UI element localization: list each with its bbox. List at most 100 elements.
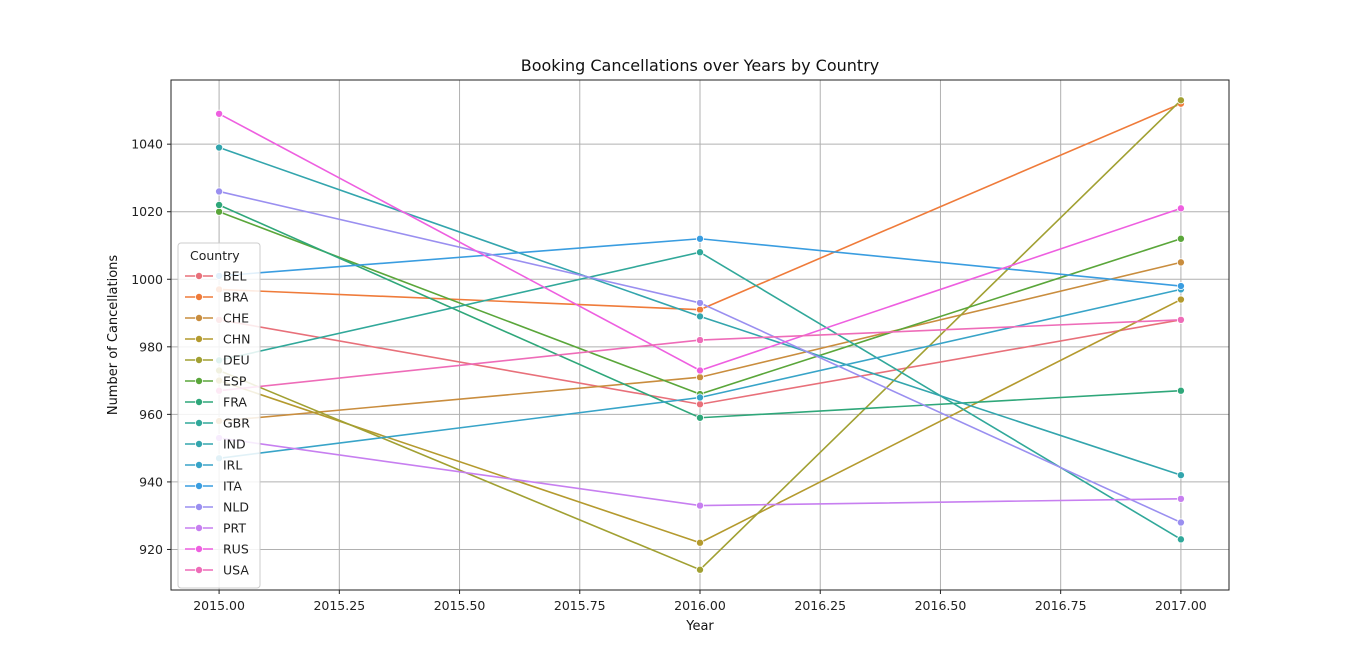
legend-label: RUS [223,542,249,557]
y-tick-label: 1020 [131,204,163,219]
legend-marker-swatch [194,271,203,280]
legend-label: NLD [223,500,249,515]
legend-item-ind: IND [185,437,246,452]
series-rus [215,109,1185,375]
data-point-esp [1176,234,1185,243]
series-nld [215,187,1185,527]
legend-item-deu: DEU [185,353,250,368]
legend-item-bra: BRA [185,290,249,305]
legend-item-nld: NLD [185,500,249,515]
data-point-rus [1176,204,1185,213]
legend-marker-swatch [194,397,203,406]
data-point-usa [1176,315,1185,324]
legend-title: Country [190,248,240,263]
x-tick-label: 2015.00 [193,598,245,613]
data-point-bel [696,400,705,409]
data-point-rus [696,366,705,375]
y-tick-label: 1040 [131,137,163,152]
legend-label: BRA [223,290,249,305]
data-point-nld [1176,518,1185,527]
legend-label: CHE [223,311,249,326]
data-point-usa [696,336,705,345]
legend-label: BEL [223,269,246,284]
data-point-fra [1176,386,1185,395]
y-axis-ticks: 920 940 960 980 1000 1020 1040 [131,137,171,557]
legend-item-bel: BEL [185,269,246,284]
legend-item-esp: ESP [185,374,247,389]
data-point-nld [696,298,705,307]
x-tick-label: 2016.50 [915,598,967,613]
legend-marker-swatch [194,545,203,554]
y-tick-label: 960 [139,407,163,422]
x-tick-label: 2016.25 [794,598,846,613]
data-point-nld [215,187,224,196]
legend-item-rus: RUS [185,542,249,557]
data-point-gbr [1176,535,1185,544]
legend-label: IRL [223,458,242,473]
data-point-ita [1176,282,1185,291]
x-tick-label: 2015.25 [313,598,365,613]
x-tick-label: 2017.00 [1155,598,1207,613]
data-point-esp [215,207,224,216]
legend-item-che: CHE [185,311,249,326]
data-point-chn [696,538,705,547]
legend-label: PRT [223,521,246,536]
legend-item-prt: PRT [185,521,246,536]
y-tick-label: 1000 [131,272,163,287]
legend-marker-swatch [194,481,203,490]
legend-item-irl: IRL [185,458,242,473]
data-point-gbr [696,248,705,257]
legend-marker-swatch [194,439,203,448]
data-point-rus [215,109,224,118]
legend-marker-swatch [194,460,203,469]
series-fra [215,200,1185,422]
series-ind [215,143,1185,480]
legend-label: CHN [223,332,250,347]
y-tick-label: 940 [139,474,163,489]
y-tick-label: 920 [139,542,163,557]
x-tick-label: 2016.75 [1035,598,1087,613]
data-point-ita [696,234,705,243]
data-point-ind [1176,471,1185,480]
legend-item-fra: FRA [185,395,247,410]
data-point-fra [696,413,705,422]
x-tick-label: 2015.50 [434,598,486,613]
legend-label: FRA [223,395,247,410]
x-axis-title: Year [685,619,714,634]
data-point-prt [1176,494,1185,503]
legend-marker-swatch [194,418,203,427]
y-tick-label: 980 [139,339,163,354]
data-point-bra [696,305,705,314]
data-point-ind [696,312,705,321]
legend-marker-swatch [194,292,203,301]
legend-label: ESP [223,374,247,389]
legend-marker-swatch [194,334,203,343]
legend-marker-swatch [194,502,203,511]
legend-label: USA [223,563,249,578]
legend-marker-swatch [194,524,203,533]
legend-box [177,242,261,589]
y-axis-title: Number of Cancellations [106,255,121,416]
data-point-irl [696,393,705,402]
data-point-che [696,373,705,382]
legend-item-chn: CHN [185,332,250,347]
x-tick-label: 2016.00 [674,598,726,613]
legend-label: GBR [223,416,250,431]
data-point-deu [696,565,705,574]
data-point-che [1176,258,1185,267]
chart-title: Booking Cancellations over Years by Coun… [521,56,880,75]
data-point-deu [1176,96,1185,105]
legend-items: BEL BRA CHE CHN DEU ESP FRA GBR IND IRL ITA NLD PRT R… [185,269,250,578]
legend-marker-swatch [194,313,203,322]
data-point-fra [215,200,224,209]
legend-label: ITA [223,479,242,494]
legend-item-usa: USA [185,563,249,578]
data-point-chn [1176,295,1185,304]
legend-marker-swatch [194,355,203,364]
legend-marker-swatch [194,566,203,575]
legend-label: IND [223,437,246,452]
x-axis-ticks: 2015.00 2015.25 2015.50 2015.75 2016.00 2016.… [193,590,1207,613]
data-point-prt [696,501,705,510]
data-point-ind [215,143,224,152]
